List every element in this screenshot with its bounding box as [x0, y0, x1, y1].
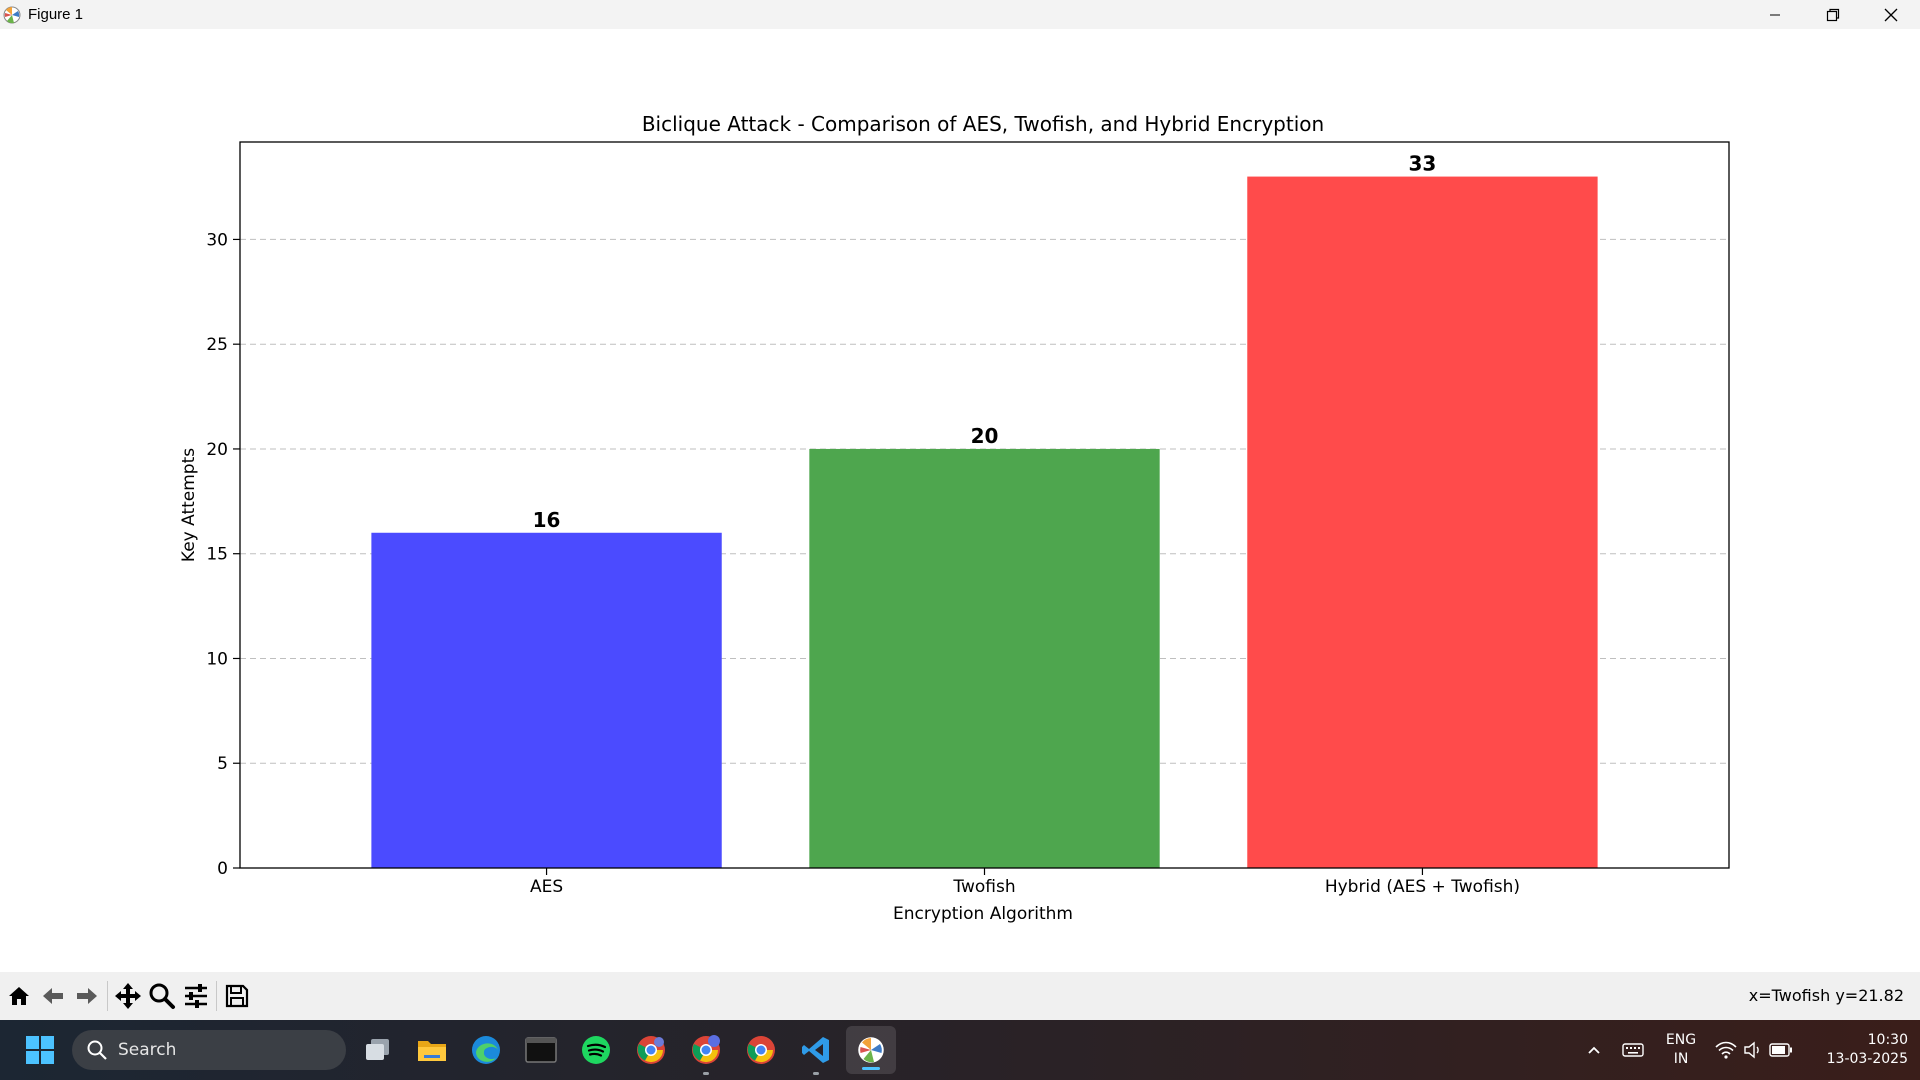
forward-icon: [77, 988, 97, 1004]
close-button[interactable]: [1862, 0, 1920, 29]
pan-button[interactable]: [111, 978, 145, 1014]
y-tick-label: 0: [217, 859, 228, 879]
terminal-button[interactable]: [517, 1020, 565, 1080]
file-explorer-icon: [418, 1041, 446, 1061]
matplotlib-logo-icon: [3, 6, 21, 23]
y-tick-label: 30: [206, 230, 228, 250]
running-indicator: [813, 1072, 819, 1075]
search-icon: [87, 1040, 107, 1060]
clock-time: 10:30: [1867, 1032, 1908, 1048]
restore-button[interactable]: [1804, 0, 1862, 29]
save-button[interactable]: [220, 978, 254, 1014]
x-axis-label: Encryption Algorithm: [893, 904, 1073, 924]
clock-date: 13-03-2025: [1826, 1051, 1908, 1067]
bar-chart: Biclique Attack - Comparison of AES, Two…: [179, 112, 1730, 924]
start-icon: [26, 1036, 54, 1064]
chart-title: Biclique Attack - Comparison of AES, Two…: [642, 112, 1324, 136]
taskbar: Search: [0, 1020, 1920, 1080]
keyboard-icon: [1622, 1043, 1644, 1057]
spotify-icon: [582, 1036, 610, 1064]
start-button[interactable]: [18, 1020, 62, 1080]
clock-button[interactable]: 10:30 13-03-2025: [1808, 1020, 1908, 1080]
cursor-coordinates: x=Twofish y=21.82: [1748, 986, 1904, 1005]
chrome-profile-c-icon: [692, 1035, 720, 1064]
close-icon: [1884, 8, 1898, 21]
quick-settings-button[interactable]: [1712, 1020, 1796, 1080]
bar-0: [371, 532, 722, 868]
spotify-button[interactable]: [572, 1020, 620, 1080]
y-tick-label: 10: [206, 649, 228, 669]
matplotlib-figure-icon: [858, 1037, 884, 1063]
zoom-button[interactable]: [145, 978, 179, 1014]
wifi-icon: [1715, 1041, 1737, 1059]
x-tick-label: Twofish: [952, 877, 1015, 897]
minimize-button[interactable]: [1746, 0, 1804, 29]
chrome-profile-v-button[interactable]: [627, 1020, 675, 1080]
active-indicator: [862, 1067, 880, 1070]
home-button[interactable]: [2, 978, 36, 1014]
battery-icon: [1769, 1043, 1792, 1057]
restore-icon: [1826, 8, 1840, 21]
navigation-toolbar: x=Twofish y=21.82: [0, 972, 1920, 1020]
chevron-up-icon: [1588, 1046, 1600, 1054]
chrome-icon: [747, 1036, 775, 1064]
y-tick-label: 5: [217, 754, 228, 774]
y-tick-label: 15: [206, 545, 228, 565]
figure-canvas[interactable]: Biclique Attack - Comparison of AES, Two…: [0, 29, 1920, 972]
y-axis-label: Key Attempts: [179, 448, 199, 562]
bar-value-label: 33: [1409, 152, 1437, 176]
input-language-button[interactable]: ENG IN: [1654, 1020, 1708, 1080]
show-hidden-icons-button[interactable]: [1580, 1020, 1608, 1080]
taskbar-search[interactable]: Search: [72, 1030, 346, 1070]
region-label: IN: [1673, 1051, 1689, 1067]
configure-subplots-button[interactable]: [179, 978, 213, 1014]
plot-frame: [239, 141, 1730, 869]
volume-icon: [1744, 1041, 1759, 1059]
search-label: Search: [118, 1040, 177, 1060]
home-icon: [9, 987, 29, 1005]
edge-icon: [472, 1036, 500, 1064]
back-icon: [43, 988, 63, 1004]
task-view-button[interactable]: [354, 1020, 402, 1080]
toolbar-separator: [107, 981, 108, 1011]
toolbar-separator: [216, 981, 217, 1011]
language-label: ENG: [1665, 1032, 1697, 1048]
y-tick-label: 20: [206, 440, 228, 460]
bar-2: [1247, 176, 1598, 869]
pan-icon: [115, 983, 141, 1009]
forward-button[interactable]: [70, 978, 104, 1014]
configure-icon: [185, 984, 207, 1008]
window-title: Figure 1: [28, 6, 84, 23]
bar-value-label: 20: [971, 424, 999, 448]
running-indicator: [703, 1072, 709, 1075]
save-icon: [225, 984, 249, 1008]
chrome-profile-c-button[interactable]: [682, 1020, 730, 1080]
vscode-button[interactable]: [792, 1020, 840, 1080]
bar-value-label: 16: [533, 508, 561, 532]
chrome-button[interactable]: [737, 1020, 785, 1080]
back-button[interactable]: [36, 978, 70, 1014]
x-tick-label: Hybrid (AES + Twofish): [1325, 877, 1520, 897]
x-tick-label: AES: [530, 877, 563, 897]
y-tick-label: 25: [206, 335, 228, 355]
window-titlebar: Figure 1: [0, 0, 1920, 29]
chrome-profile-v-icon: [637, 1036, 665, 1064]
matplotlib-figure-button[interactable]: [846, 1026, 896, 1074]
minimize-icon: [1770, 14, 1780, 15]
zoom-icon: [149, 983, 175, 1009]
touch-keyboard-button[interactable]: [1618, 1020, 1648, 1080]
task-view-icon: [366, 1039, 389, 1060]
vscode-icon: [802, 1037, 829, 1063]
bar-1: [809, 448, 1160, 868]
edge-button[interactable]: [462, 1020, 510, 1080]
terminal-icon: [525, 1037, 557, 1063]
file-explorer-button[interactable]: [408, 1020, 456, 1080]
